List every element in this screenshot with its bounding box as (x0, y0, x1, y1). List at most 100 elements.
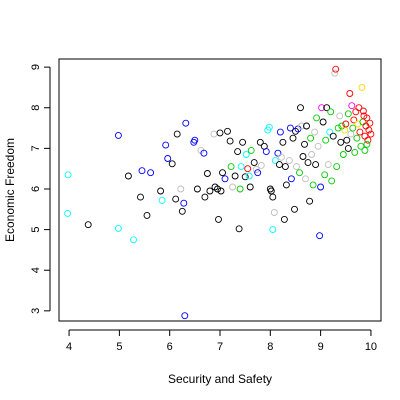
data-point (363, 140, 371, 148)
data-point (247, 146, 255, 154)
data-point (322, 136, 330, 144)
y-axis: 3 4 5 6 7 8 9 (30, 64, 51, 314)
data-point (147, 169, 155, 177)
data-point (365, 126, 373, 134)
data-point (343, 136, 351, 144)
data-point (270, 209, 278, 216)
data-point (275, 161, 283, 169)
x-tick-label: 10 (365, 341, 377, 353)
data-point (327, 108, 335, 116)
data-point (304, 159, 312, 167)
data-point (302, 175, 309, 183)
data-point (299, 153, 307, 160)
data-point (346, 90, 354, 97)
data-point (250, 159, 258, 167)
data-point (281, 163, 289, 171)
data-point (180, 199, 188, 207)
data-point (333, 163, 341, 171)
data-point (217, 187, 225, 195)
data-point (130, 236, 137, 244)
data-point (64, 171, 72, 179)
data-point (215, 215, 222, 223)
data-point (256, 138, 264, 146)
data-point (229, 183, 237, 191)
points-layer (64, 65, 375, 320)
data-point (331, 69, 339, 77)
data-point (201, 193, 209, 201)
data-point (221, 175, 229, 183)
data-point (177, 185, 185, 193)
y-tick-label: 8 (30, 105, 42, 111)
data-point (296, 169, 303, 177)
y-tick-label: 4 (30, 267, 42, 273)
data-point (293, 163, 300, 171)
data-point (341, 126, 349, 134)
data-point (254, 169, 262, 177)
data-point (344, 110, 352, 118)
data-point (191, 136, 199, 144)
data-point (279, 138, 287, 146)
y-tick-label: 5 (30, 227, 42, 233)
data-point (265, 123, 273, 131)
data-point (318, 104, 326, 112)
data-point (313, 114, 321, 122)
data-point (168, 160, 176, 168)
x-tick-label: 5 (116, 341, 122, 353)
data-point (308, 151, 316, 158)
data-point (219, 169, 226, 177)
x-tick-label: 9 (318, 341, 324, 353)
data-point (317, 183, 325, 191)
plot-frame (58, 58, 382, 322)
data-point (351, 148, 359, 156)
data-point (269, 193, 277, 201)
data-point (328, 177, 336, 185)
data-point (231, 172, 239, 180)
data-point (361, 132, 369, 140)
y-tick-label: 6 (30, 186, 42, 192)
data-point (352, 108, 360, 116)
data-point (348, 102, 356, 110)
data-point (316, 232, 324, 240)
data-point (329, 132, 337, 140)
data-point (309, 181, 317, 189)
data-point (353, 134, 361, 142)
data-point (158, 196, 166, 204)
data-point (306, 197, 314, 205)
data-point (193, 185, 201, 193)
data-point (350, 116, 358, 124)
data-point (239, 138, 247, 146)
data-point (267, 187, 275, 195)
x-tick-label: 4 (66, 341, 72, 353)
data-point (314, 142, 322, 150)
data-point (336, 112, 344, 120)
data-point (286, 124, 294, 132)
data-point (234, 148, 242, 156)
data-point (236, 185, 244, 193)
data-point (277, 153, 285, 161)
x-tick-label: 7 (217, 341, 223, 353)
data-point (124, 172, 132, 180)
data-point (312, 161, 320, 169)
data-point (137, 193, 144, 201)
x-tick-label: 6 (167, 341, 173, 353)
data-point (366, 119, 374, 127)
data-point (178, 207, 186, 215)
data-point (326, 128, 334, 136)
data-point (347, 130, 355, 138)
data-point (344, 144, 352, 152)
x-axis: 4 5 6 7 8 9 10 (66, 329, 377, 353)
data-point (323, 104, 331, 112)
data-point (349, 124, 357, 132)
data-point (244, 165, 252, 173)
data-point (143, 211, 151, 219)
data-point (334, 124, 342, 132)
data-point (114, 131, 122, 139)
data-point (84, 221, 92, 229)
data-point (301, 140, 308, 148)
data-point (262, 148, 270, 156)
data-point (337, 138, 345, 146)
data-point (342, 120, 350, 128)
data-point (339, 151, 347, 158)
data-point (367, 130, 375, 138)
data-point (242, 151, 250, 158)
